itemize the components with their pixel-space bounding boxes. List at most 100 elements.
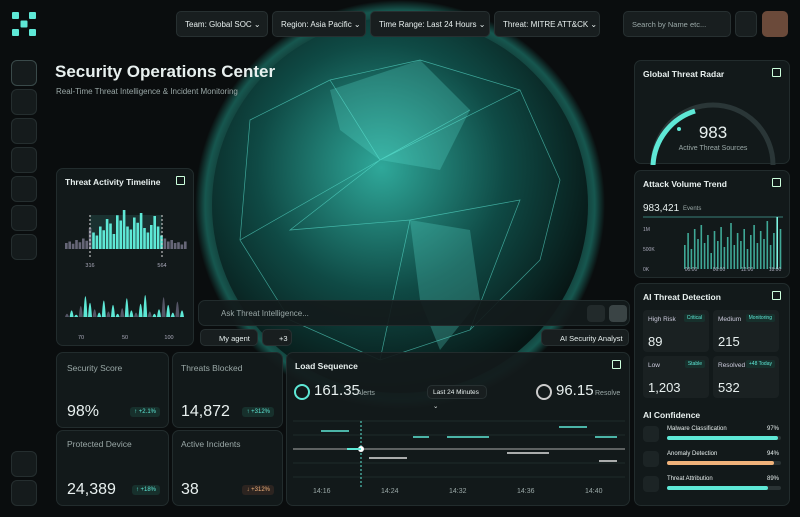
detection-cell: Low Stable 1,203 xyxy=(643,356,709,398)
nav-tools[interactable] xyxy=(11,451,37,477)
expand[interactable] xyxy=(772,291,781,300)
cell-label: Resolved xyxy=(718,362,746,369)
bar xyxy=(717,241,719,269)
assistant-input[interactable]: Ask Threat Intelligence... xyxy=(198,300,630,326)
stat-label: Active Incidents xyxy=(181,439,241,449)
bar xyxy=(71,243,75,249)
cell-value: 89 xyxy=(648,334,663,349)
stat-card: Protected Device 24,389 ↑ +18% xyxy=(56,430,169,506)
bar xyxy=(112,234,116,249)
input-placeholder: Ask Threat Intelligence... xyxy=(221,309,309,318)
bar xyxy=(697,239,699,269)
send-button[interactable] xyxy=(609,305,627,322)
bar xyxy=(78,242,82,249)
spike xyxy=(143,295,148,317)
spike xyxy=(157,309,161,317)
volume-unit: Events xyxy=(683,206,702,212)
spike xyxy=(166,304,171,317)
bar xyxy=(710,253,712,269)
range-label: 70 xyxy=(78,335,84,341)
bar xyxy=(750,235,752,269)
extra-label: +3 xyxy=(279,334,288,343)
x-tick-label: 00:00 xyxy=(685,267,698,273)
load-card: Load Sequence 161.35 Alerts Last 24 Minu… xyxy=(286,352,630,506)
nav-servers[interactable] xyxy=(11,118,37,144)
spike xyxy=(74,314,79,317)
bar xyxy=(82,238,85,249)
expand[interactable] xyxy=(176,176,185,185)
bar xyxy=(75,240,78,249)
bar xyxy=(184,241,187,249)
spike xyxy=(101,300,106,317)
confidence-bar xyxy=(667,436,778,440)
confidence-label: Threat Attribution xyxy=(667,476,713,482)
logo[interactable] xyxy=(12,12,36,36)
spike xyxy=(65,313,69,317)
x-tick-label: 12:00 xyxy=(741,267,754,273)
alerts-value: 161.35 xyxy=(314,382,360,399)
bar xyxy=(759,231,762,269)
y-tick-label: 0K xyxy=(643,267,650,273)
mic-button[interactable] xyxy=(587,305,605,322)
bar xyxy=(102,230,105,249)
spike xyxy=(152,313,157,317)
bar xyxy=(146,232,150,249)
nav-cloud[interactable] xyxy=(11,205,37,231)
nav-users[interactable] xyxy=(11,176,37,202)
bar xyxy=(769,245,772,269)
spike xyxy=(134,312,138,317)
nav-settings[interactable] xyxy=(11,480,37,506)
radar-value: 983 xyxy=(698,123,728,142)
volume-total: 983,421 xyxy=(643,203,680,214)
confidence-bar xyxy=(667,461,775,465)
nav-reports[interactable] xyxy=(11,234,37,260)
spike xyxy=(78,306,83,317)
expand[interactable] xyxy=(772,178,781,187)
bar xyxy=(99,226,102,249)
spike xyxy=(111,304,115,317)
expand[interactable] xyxy=(612,360,621,369)
volume-card: Attack Volume Trend 983,421 Events 1M 500… xyxy=(634,170,790,278)
mode-label: AI Security Analyst xyxy=(560,334,623,343)
stat-value: 14,872 xyxy=(181,403,230,420)
cell-badge: Monitoring xyxy=(745,314,775,322)
bar xyxy=(776,217,778,269)
bar xyxy=(129,229,133,249)
filter-chip[interactable]: Region: Asia Pacific ⌄ xyxy=(272,11,366,37)
detection-cell: Resolved +48 Today 532 xyxy=(713,356,779,398)
bar xyxy=(730,223,732,269)
notifications[interactable] xyxy=(735,11,757,37)
confidence-icon xyxy=(643,476,659,492)
nav-alerts[interactable] xyxy=(11,89,37,115)
range-select[interactable]: Last 24 Minutes ⌄ xyxy=(427,385,487,410)
filter-chip[interactable]: Time Range: Last 24 Hours ⌄ xyxy=(370,11,490,37)
spike xyxy=(115,313,120,317)
bar xyxy=(726,237,729,269)
bar xyxy=(173,243,177,249)
avatar[interactable] xyxy=(762,11,788,37)
bar xyxy=(690,249,693,269)
alerts-label: Alerts xyxy=(357,390,375,397)
agent-chip[interactable]: My agent xyxy=(200,329,258,346)
filter-chip[interactable]: Team: Global SOC ⌄ xyxy=(176,11,268,37)
mode-chip[interactable]: AI Security Analyst xyxy=(541,329,629,346)
expand[interactable] xyxy=(772,68,781,77)
bar xyxy=(740,241,742,269)
bar xyxy=(139,213,143,249)
search-box[interactable]: Search by Name etc... xyxy=(623,11,731,37)
bar xyxy=(753,225,755,269)
filter-chip[interactable]: Threat: MITRE ATT&CK ⌄ xyxy=(494,11,600,37)
bar xyxy=(746,249,749,269)
radar-label: Active Threat Sources xyxy=(678,145,748,152)
card-title: Attack Volume Trend xyxy=(643,179,727,189)
bar xyxy=(143,228,146,249)
time-label: 14:16 xyxy=(313,488,331,495)
nav-dashboard[interactable] xyxy=(11,60,37,86)
page-title: Security Operations Center xyxy=(55,62,276,81)
cell-value: 215 xyxy=(718,334,740,349)
nav-shield[interactable] xyxy=(11,147,37,173)
bar xyxy=(160,235,163,249)
bar xyxy=(723,247,726,269)
extra-chip[interactable]: +3 xyxy=(262,329,292,346)
